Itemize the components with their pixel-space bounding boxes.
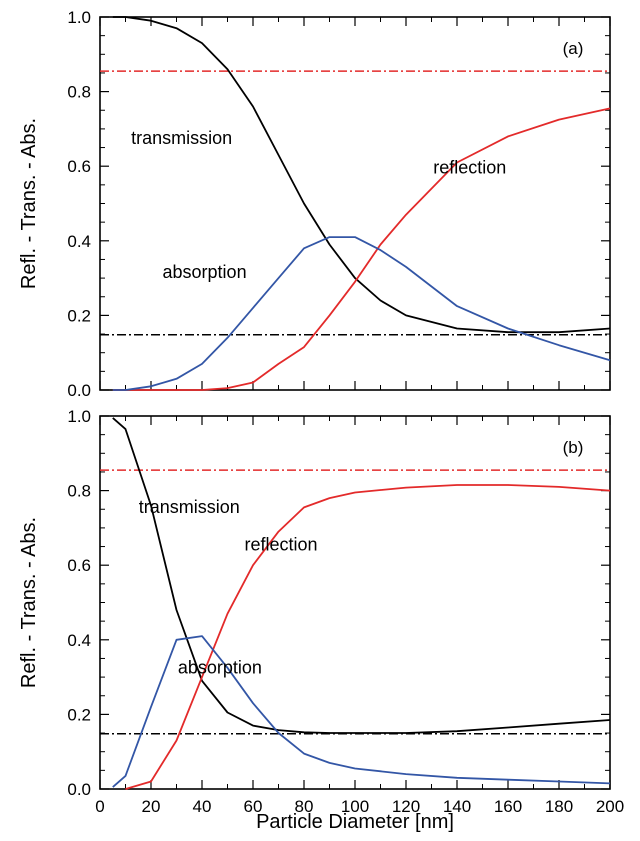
- reflection-label: reflection: [433, 158, 506, 178]
- y-tick-label: 0.2: [67, 306, 91, 325]
- reflection-label: reflection: [245, 534, 318, 554]
- y-tick-label: 0.6: [67, 157, 91, 176]
- y-axis-title: Refl. - Trans. - Abs.: [18, 118, 40, 289]
- reflection-line: [125, 484, 611, 790]
- absorption-label: absorption: [178, 657, 262, 677]
- panel-label-a: (a): [563, 39, 584, 58]
- transmission-line: [112, 16, 611, 334]
- panel-label-b: (b): [563, 438, 584, 457]
- x-axis-title: Particle Diameter [nm]: [256, 811, 454, 833]
- transmission-label: transmission: [139, 497, 240, 517]
- y-tick-label: 1.0: [67, 407, 91, 426]
- y-tick-label: 0.0: [67, 780, 91, 799]
- absorption-line: [112, 635, 611, 788]
- x-tick-label: 180: [545, 797, 573, 816]
- y-tick-label: 0.4: [67, 631, 91, 650]
- panel-b: 0 20 40 60 80 100 120 140 160 180 200 0.0 0.2 0.4 0.6 0…: [18, 407, 624, 816]
- x-tick-label: 100: [341, 797, 369, 816]
- x-tick-label: 80: [295, 797, 314, 816]
- y-tick-label: 1.0: [67, 8, 91, 27]
- x-tick-label: 120: [392, 797, 420, 816]
- y-tick-label: 0.2: [67, 705, 91, 724]
- reflection-line: [112, 107, 611, 391]
- y-tick-label: 0.0: [67, 381, 91, 400]
- x-tick-label: 140: [443, 797, 471, 816]
- absorption-label: absorption: [163, 262, 247, 282]
- x-tick-label: 0: [95, 797, 104, 816]
- y-tick-label: 0.4: [67, 232, 91, 251]
- transmission-label: transmission: [131, 128, 232, 148]
- y-tick-label: 0.6: [67, 556, 91, 575]
- x-tick-label: 200: [596, 797, 624, 816]
- y-axis-title: Refl. - Trans. - Abs.: [18, 517, 40, 688]
- transmission-line: [112, 417, 611, 734]
- x-tick-label: 60: [244, 797, 263, 816]
- x-tick-label: 20: [142, 797, 161, 816]
- y-tick-label: 0.8: [67, 482, 91, 501]
- x-tick-label: 40: [193, 797, 212, 816]
- y-tick-label: 0.8: [67, 83, 91, 102]
- panel-a: 0.0 0.2 0.4 0.6 0.8 1.0 Refl. - Trans. - Abs. t…: [18, 8, 611, 400]
- absorption-line: [112, 236, 611, 391]
- x-tick-label: 160: [494, 797, 522, 816]
